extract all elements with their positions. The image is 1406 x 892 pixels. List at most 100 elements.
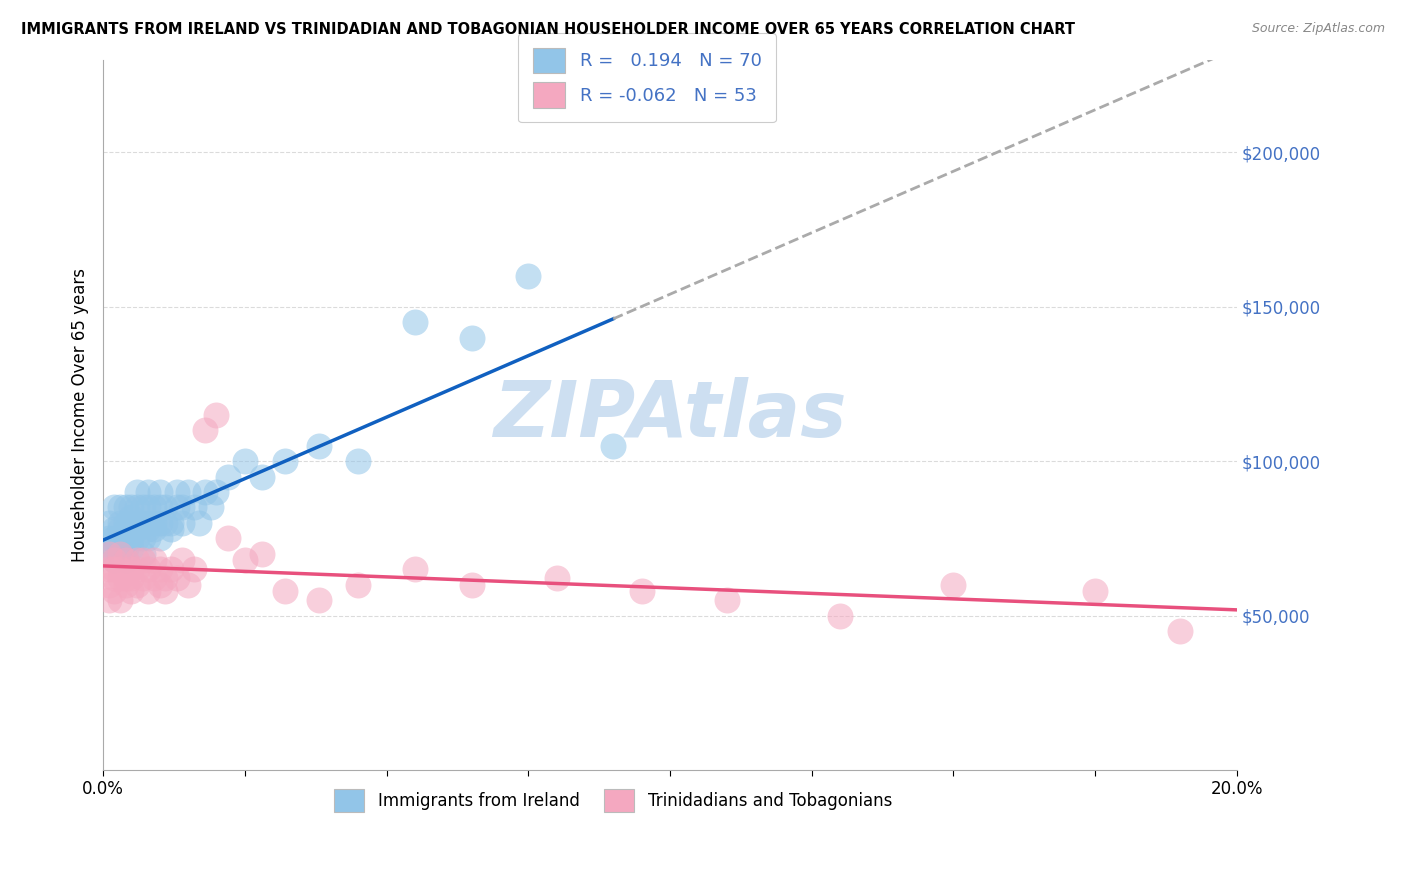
Point [108, 532, 131, 546]
Point [166, 485, 188, 500]
Point [138, 583, 160, 598]
Point [188, 516, 211, 530]
Point [155, 572, 177, 586]
Point [1168, 624, 1191, 638]
Point [138, 532, 160, 546]
Point [143, 522, 166, 536]
Point [121, 541, 143, 555]
Point [205, 408, 228, 422]
Point [828, 608, 851, 623]
Point [273, 454, 295, 468]
Point [97, 593, 120, 607]
Point [160, 522, 183, 536]
Point [114, 577, 136, 591]
Point [217, 469, 239, 483]
Point [250, 547, 273, 561]
Point [143, 572, 166, 586]
Point [132, 553, 155, 567]
Point [103, 562, 125, 576]
Point [217, 532, 239, 546]
Point [97, 577, 120, 591]
Point [233, 454, 256, 468]
Point [103, 541, 125, 555]
Point [127, 500, 149, 515]
Point [127, 553, 149, 567]
Point [108, 572, 131, 586]
Point [517, 268, 540, 283]
Point [308, 439, 330, 453]
Point [121, 583, 143, 598]
Point [121, 522, 143, 536]
Point [172, 553, 194, 567]
Legend: Immigrants from Ireland, Trinidadians and Tobagonians: Immigrants from Ireland, Trinidadians an… [321, 775, 905, 826]
Point [103, 522, 125, 536]
Point [942, 577, 965, 591]
Point [97, 547, 120, 561]
Point [546, 572, 568, 586]
Point [114, 553, 136, 567]
Point [108, 500, 131, 515]
Point [149, 500, 172, 515]
Point [121, 532, 143, 546]
Point [143, 500, 166, 515]
Point [127, 577, 149, 591]
Point [149, 577, 172, 591]
Point [194, 423, 217, 437]
Point [183, 562, 205, 576]
Text: IMMIGRANTS FROM IRELAND VS TRINIDADIAN AND TOBAGONIAN HOUSEHOLDER INCOME OVER 65: IMMIGRANTS FROM IRELAND VS TRINIDADIAN A… [21, 22, 1076, 37]
Point [273, 583, 295, 598]
Point [149, 485, 172, 500]
Point [138, 562, 160, 576]
Point [138, 485, 160, 500]
Point [121, 562, 143, 576]
Point [630, 583, 652, 598]
Point [121, 500, 143, 515]
Point [194, 485, 217, 500]
Point [177, 577, 200, 591]
Point [132, 532, 155, 546]
Point [108, 562, 131, 576]
Point [121, 516, 143, 530]
Point [132, 572, 155, 586]
Point [250, 469, 273, 483]
Point [114, 572, 136, 586]
Point [404, 562, 426, 576]
Point [114, 532, 136, 546]
Text: Source: ZipAtlas.com: Source: ZipAtlas.com [1251, 22, 1385, 36]
Point [132, 500, 155, 515]
Point [103, 553, 125, 567]
Point [138, 522, 160, 536]
Point [97, 562, 120, 576]
Point [127, 532, 149, 546]
Point [121, 572, 143, 586]
Point [1084, 583, 1107, 598]
Point [132, 547, 155, 561]
Point [127, 522, 149, 536]
Point [166, 500, 188, 515]
Point [103, 532, 125, 546]
Point [347, 577, 370, 591]
Point [127, 485, 149, 500]
Point [97, 516, 120, 530]
Point [460, 577, 482, 591]
Point [155, 500, 177, 515]
Point [155, 583, 177, 598]
Point [143, 553, 166, 567]
Y-axis label: Householder Income Over 65 years: Householder Income Over 65 years [72, 268, 89, 562]
Point [114, 516, 136, 530]
Point [172, 500, 194, 515]
Point [200, 500, 222, 515]
Point [103, 500, 125, 515]
Point [103, 572, 125, 586]
Point [177, 485, 200, 500]
Point [108, 547, 131, 561]
Point [97, 547, 120, 561]
Point [308, 593, 330, 607]
Point [114, 522, 136, 536]
Point [149, 532, 172, 546]
Point [716, 593, 738, 607]
Point [97, 532, 120, 546]
Text: ZIPAtlas: ZIPAtlas [494, 376, 846, 453]
Point [121, 509, 143, 524]
Point [138, 516, 160, 530]
